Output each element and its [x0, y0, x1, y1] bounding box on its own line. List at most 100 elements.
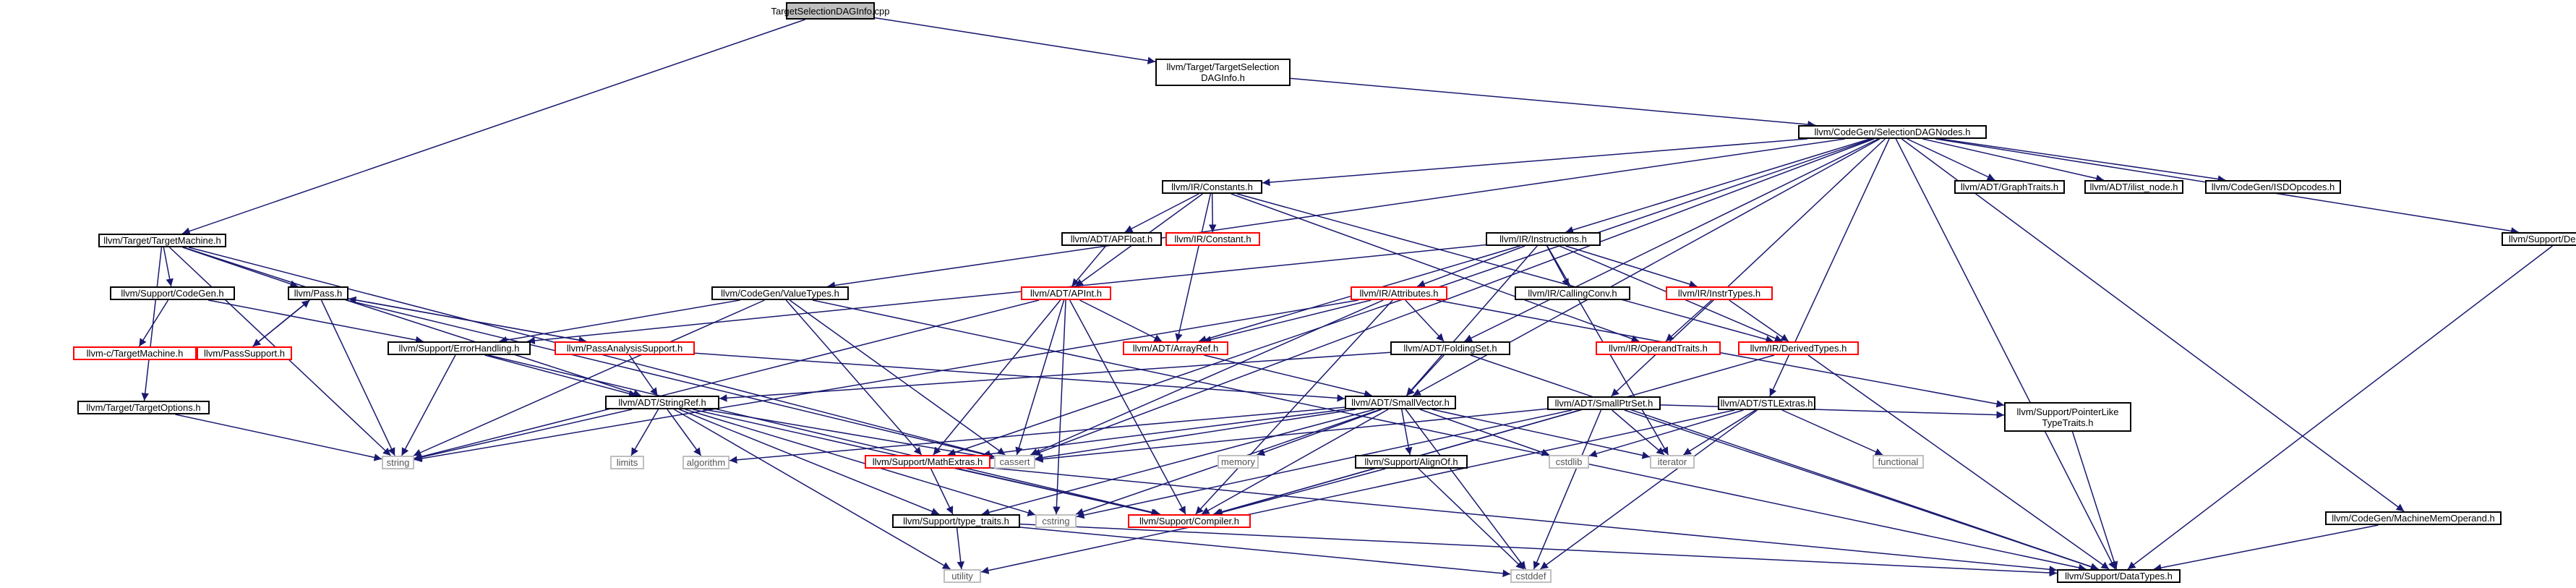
edge-stringref-to-utility — [674, 409, 951, 570]
node-supportcodegen[interactable]: llvm/Support/CodeGen.h — [110, 286, 235, 300]
node-stlextras[interactable]: llvm/ADT/STLExtras.h — [1718, 396, 1815, 410]
edge-stringref-to-string — [414, 409, 633, 461]
edge-root-to-tsdi — [874, 17, 1156, 64]
node-algorithm[interactable]: algorithm — [682, 456, 729, 469]
edge-smallvector-to-cstdlib — [1419, 409, 1550, 456]
node-tm[interactable]: llvm/Target/TargetMachine.h — [98, 234, 226, 247]
node-datatypes[interactable]: llvm/Support/DataTypes.h — [2057, 569, 2181, 583]
edge-constants-to-arrayref — [1175, 193, 1212, 342]
node-errorhandling[interactable]: llvm/Support/ErrorHandling.h — [388, 341, 531, 355]
edge-passsupport-to-pass — [252, 299, 310, 347]
edge-mathextras-to-datatypes — [990, 467, 2058, 574]
node-mathextras[interactable]: llvm/Support/MathExtras.h — [865, 455, 990, 469]
node-alignof[interactable]: llvm/Support/AlignOf.h — [1355, 455, 1468, 469]
node-ctm[interactable]: llvm-c/TargetMachine.h — [73, 346, 197, 360]
node-targetoptions[interactable]: llvm/Target/TargetOptions.h — [77, 401, 210, 414]
node-graphtraits[interactable]: llvm/ADT/GraphTraits.h — [1954, 180, 2065, 194]
node-arrayref[interactable]: llvm/ADT/ArrayRef.h — [1123, 341, 1228, 355]
node-cassert[interactable]: cassert — [994, 455, 1035, 469]
node-smallptrset[interactable]: llvm/ADT/SmallPtrSet.h — [1547, 396, 1661, 410]
node-instructions[interactable]: llvm/IR/Instructions.h — [1486, 232, 1601, 246]
node-constant[interactable]: llvm/IR/Constant.h — [1165, 232, 1260, 246]
node-apint[interactable]: llvm/ADT/APInt.h — [1021, 286, 1111, 300]
node-pointerlike[interactable]: llvm/Support/PointerLike TypeTraits.h — [2004, 402, 2131, 432]
node-valuetypes[interactable]: llvm/CodeGen/ValueTypes.h — [711, 286, 849, 300]
node-compiler[interactable]: llvm/Support/Compiler.h — [1128, 514, 1251, 528]
node-cstddef[interactable]: cstddef — [1510, 569, 1552, 583]
edge-passanalysis-to-pass — [348, 296, 587, 342]
node-cstring[interactable]: cstring — [1035, 514, 1077, 528]
node-ilist[interactable]: llvm/ADT/ilist_node.h — [2084, 180, 2183, 194]
edge-sdn-to-constants — [1262, 138, 1807, 187]
edge-stringref-to-cstring — [685, 409, 1036, 516]
node-constants[interactable]: llvm/IR/Constants.h — [1162, 180, 1262, 194]
edge-smallvector-to-alignof — [1401, 409, 1413, 456]
node-instrtypes[interactable]: llvm/IR/InstrTypes.h — [1666, 286, 1773, 300]
edge-apint-to-cassert — [1015, 299, 1065, 456]
node-attributes[interactable]: llvm/IR/Attributes.h — [1351, 286, 1447, 300]
edge-smallvector-to-typetraits — [981, 409, 1375, 516]
node-root[interactable]: TargetSelectionDAGInfo.cpp — [771, 2, 890, 20]
edge-stlextras-to-cstdlib — [1588, 409, 1744, 458]
edge-stlextras-to-utility — [980, 409, 1735, 574]
node-pass[interactable]: llvm/Pass.h — [288, 286, 348, 300]
node-derivedtypes[interactable]: llvm/IR/DerivedTypes.h — [1738, 341, 1859, 355]
edge-instrtypes-to-derivedtypes — [1729, 299, 1789, 342]
edge-alignof-to-compiler — [1215, 468, 1386, 516]
edge-root-to-tm — [181, 19, 805, 235]
edge-valuetypes-to-errorhandling — [499, 299, 740, 344]
edge-arrayref-to-smallvector — [1204, 354, 1372, 398]
edge-smallptrset-to-cstring — [1076, 409, 1572, 519]
node-debugloc[interactable]: llvm/Support/DebugLoc.h — [2502, 232, 2576, 246]
edge-typetraits-to-cstddef — [1019, 527, 1511, 578]
node-limits[interactable]: limits — [610, 456, 644, 469]
edge-pass-to-cassert — [346, 299, 995, 459]
edge-errorhandling-to-compiler — [487, 354, 1161, 516]
node-utility[interactable]: utility — [943, 569, 981, 583]
edge-sdn-to-machinememoperand — [1901, 138, 2405, 512]
node-smallvector[interactable]: llvm/ADT/SmallVector.h — [1345, 396, 1456, 409]
edge-foldingset-to-smallvector — [1406, 354, 1445, 396]
edge-sdn-to-stlextras — [1769, 138, 1890, 397]
node-sdn[interactable]: llvm/CodeGen/SelectionDAGNodes.h — [1798, 125, 1987, 139]
node-foldingset[interactable]: llvm/ADT/FoldingSet.h — [1390, 341, 1510, 355]
node-string[interactable]: string — [382, 456, 414, 469]
edge-stlextras-to-cstddef — [1540, 409, 1758, 570]
edge-sdn-to-cassert — [1032, 138, 1875, 456]
node-cstdlib[interactable]: cstdlib — [1549, 455, 1589, 469]
node-functional[interactable]: functional — [1873, 455, 1924, 469]
edge-apint-to-cstring — [1053, 299, 1066, 515]
edge-apint-to-compiler — [1069, 299, 1186, 515]
edge-smallptrset-to-datatypes — [1624, 409, 2099, 571]
node-typetraits[interactable]: llvm/Support/type_traits.h — [892, 514, 1020, 528]
edge-pass-to-string — [320, 299, 395, 456]
edge-mathextras-to-compiler — [957, 468, 1160, 516]
edge-attributes-to-string — [414, 299, 1358, 463]
node-passsupport[interactable]: llvm/PassSupport.h — [197, 346, 292, 360]
edge-apint-to-string — [414, 299, 1040, 461]
edge-typetraits-to-datatypes — [1019, 523, 2058, 577]
node-machinememoperand[interactable]: llvm/CodeGen/MachineMemOperand.h — [2325, 511, 2502, 525]
edge-smallvector-to-cassert — [1035, 409, 1356, 461]
node-apfloat[interactable]: llvm/ADT/APFloat.h — [1061, 232, 1162, 246]
edge-constants-to-apfloat — [1124, 193, 1199, 233]
node-passanalysis[interactable]: llvm/PassAnalysisSupport.h — [555, 341, 695, 355]
edge-sdn-to-valuetypes — [827, 138, 1846, 289]
node-tsdi[interactable]: llvm/Target/TargetSelection DAGInfo.h — [1155, 59, 1291, 86]
node-memory[interactable]: memory — [1218, 455, 1259, 469]
edge-valuetypes-to-datatypes — [812, 299, 2087, 571]
edge-sdn-to-datatypes — [1895, 138, 2116, 570]
node-isdop[interactable]: llvm/CodeGen/ISDOpcodes.h — [2205, 180, 2341, 194]
node-operandtraits[interactable]: llvm/IR/OperandTraits.h — [1596, 341, 1721, 355]
node-iterator[interactable]: iterator — [1650, 455, 1695, 469]
node-callingconv[interactable]: llvm/IR/CallingConv.h — [1515, 286, 1630, 300]
edge-tm-to-pass — [182, 247, 299, 288]
edge-mathextras-to-typetraits — [930, 468, 954, 515]
edge-instrtypes-to-operandtraits — [1665, 299, 1712, 342]
edge-pointerlike-to-datatypes — [2071, 431, 2118, 570]
edge-errorhandling-to-stringref — [484, 354, 637, 398]
edge-machinememoperand-to-datatypes — [2153, 524, 2379, 572]
edge-smallptrset-to-pointerlike — [1660, 404, 2005, 419]
node-stringref[interactable]: llvm/ADT/StringRef.h — [605, 396, 719, 409]
